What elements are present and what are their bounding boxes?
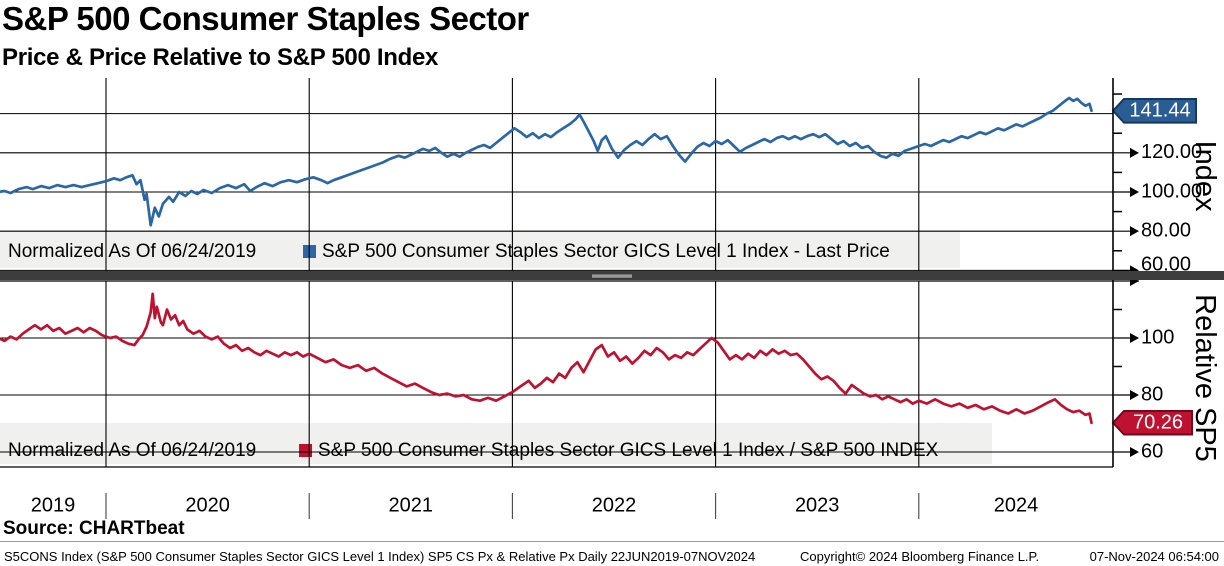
x-axis-year-label: 2020 (185, 494, 230, 516)
source-label: Source: CHARTbeat (3, 518, 185, 539)
legend-series-marker[interactable] (299, 444, 312, 457)
legend-strip (0, 230, 960, 268)
panel-splitter-handle[interactable] (592, 274, 632, 278)
last-price-badge (1111, 98, 1197, 124)
tick-arrow-icon (1130, 187, 1139, 197)
x-axis-year-label: 2024 (994, 494, 1039, 516)
y-axis-title: Index (1189, 141, 1221, 212)
legend-normalized-label: Normalized As Of 06/24/2019 (8, 440, 256, 461)
x-axis-year-label: 2021 (389, 494, 434, 516)
chart-plot-area: Normalized As Of 06/24/2019 S&P 500 Consu… (0, 78, 1224, 519)
legend-normalized-label: Normalized As Of 06/24/2019 (8, 241, 256, 262)
series-line-relative (0, 292, 1093, 425)
tick-arrow-icon (1130, 226, 1139, 237)
footer-ticker-info: S5CONS Index (S&P 500 Consumer Staples S… (4, 549, 756, 564)
chart-title: S&P 500 Consumer Staples Sector (2, 0, 529, 37)
chart-subtitle: Price & Price Relative to S&P 500 Index (2, 44, 439, 71)
x-axis-year-label: 2022 (592, 494, 637, 516)
y-axis-tick-label: 60.00 (1141, 253, 1191, 275)
y-axis-tick-label: 100.00 (1141, 180, 1202, 202)
footer-copyright: Copyright© 2024 Bloomberg Finance L.P. (800, 549, 1040, 564)
footer-divider (0, 541, 1224, 542)
last-price-value: 141.44 (1129, 100, 1190, 122)
x-axis-year-label: 2023 (795, 494, 840, 516)
y-axis-tick-label: 80.00 (1141, 219, 1191, 241)
legend-series-label[interactable]: S&P 500 Consumer Staples Sector GICS Lev… (318, 440, 939, 461)
series-line-price (0, 96, 1093, 227)
footer: S5CONS Index (S&P 500 Consumer Staples S… (0, 547, 1224, 566)
y-axis-tick-label: 80 (1141, 383, 1163, 405)
y-axis-title: Relative SP5 (1189, 294, 1221, 462)
x-axis-year-label: 2019 (31, 494, 76, 516)
y-axis-tick-label: 100 (1141, 326, 1174, 348)
footer-timestamp: 07-Nov-2024 06:54:00 (1089, 549, 1219, 564)
legend-series-label[interactable]: S&P 500 Consumer Staples Sector GICS Lev… (322, 241, 890, 262)
tick-arrow-icon (1130, 147, 1139, 158)
tick-arrow-icon (1130, 390, 1139, 400)
tick-arrow-icon (1130, 333, 1139, 343)
legend-strip (0, 423, 992, 464)
y-axis-tick-label: 60 (1141, 440, 1163, 462)
last-price-value: 70.26 (1133, 412, 1183, 434)
last-price-badge (1111, 409, 1193, 436)
tick-arrow-icon (1130, 447, 1139, 457)
y-axis-tick-label: 120.00 (1141, 141, 1202, 163)
